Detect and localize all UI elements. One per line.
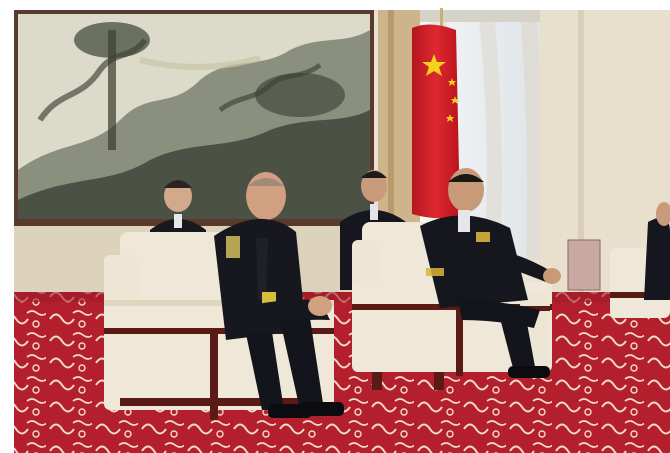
chinese-flag (412, 8, 460, 248)
photo-frame (14, 8, 670, 453)
landscape-painting (14, 10, 374, 226)
flag-large-star-icon (422, 54, 446, 76)
medal-badge (262, 292, 276, 304)
flag-small-star-icon (451, 96, 459, 104)
side-cabinet (567, 239, 601, 291)
far-right-sofa (610, 202, 670, 318)
seated-officer-right (420, 168, 561, 378)
flag-small-star-icon (446, 114, 454, 122)
seated-officer-left (214, 172, 344, 418)
flag-small-star-icon (448, 78, 456, 86)
